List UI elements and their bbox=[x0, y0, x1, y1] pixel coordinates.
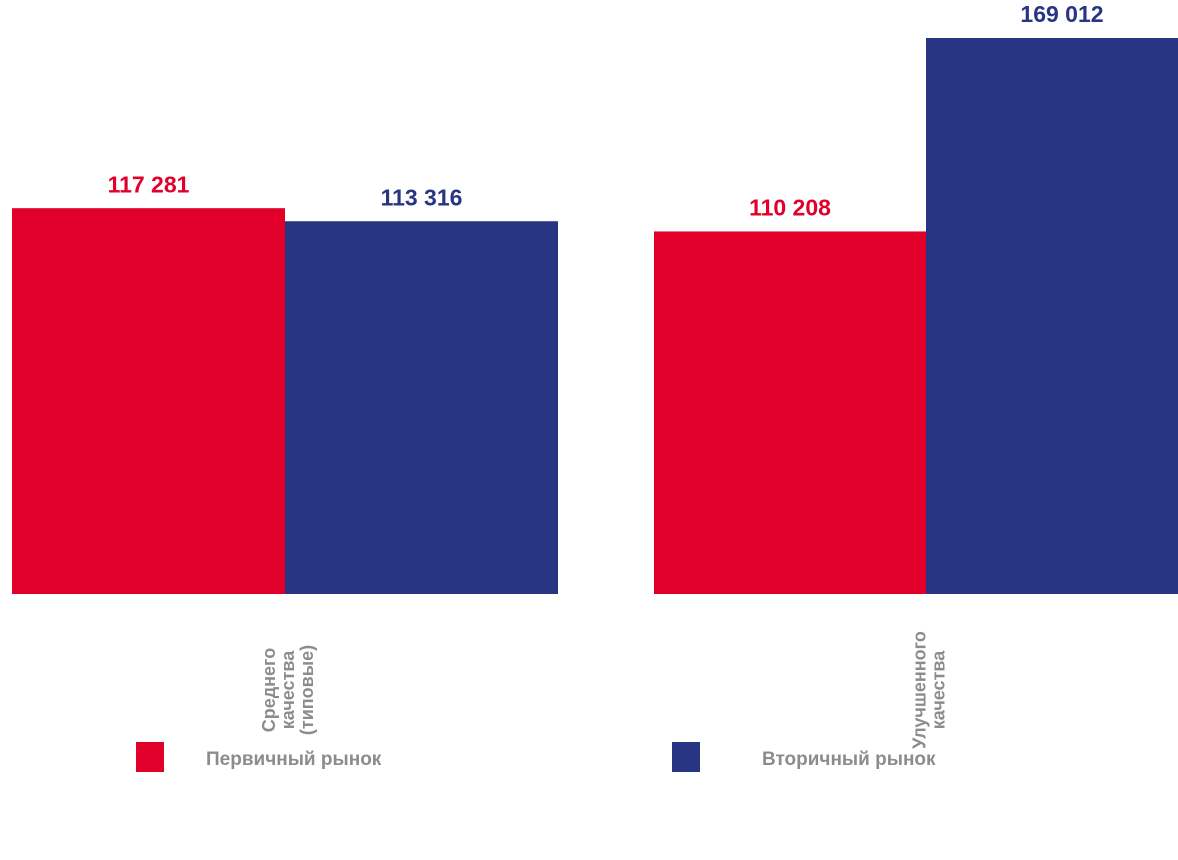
bar bbox=[654, 231, 926, 594]
value-label: 117 281 bbox=[108, 171, 190, 197]
value-label: 169 012 bbox=[1020, 1, 1103, 27]
bar bbox=[12, 208, 285, 594]
legend-swatch bbox=[672, 742, 700, 772]
bar bbox=[926, 38, 1178, 594]
category-label: Улучшенногокачества bbox=[909, 631, 948, 749]
legend-label: Вторичный рынок bbox=[762, 749, 936, 770]
category-label: Среднегокачества(типовые) bbox=[259, 645, 317, 735]
bar bbox=[285, 221, 558, 594]
legend-swatch bbox=[136, 742, 164, 772]
value-label: 113 316 bbox=[381, 184, 463, 210]
legend-label: Первичный рынок bbox=[206, 749, 382, 770]
value-label: 110 208 bbox=[749, 195, 831, 221]
